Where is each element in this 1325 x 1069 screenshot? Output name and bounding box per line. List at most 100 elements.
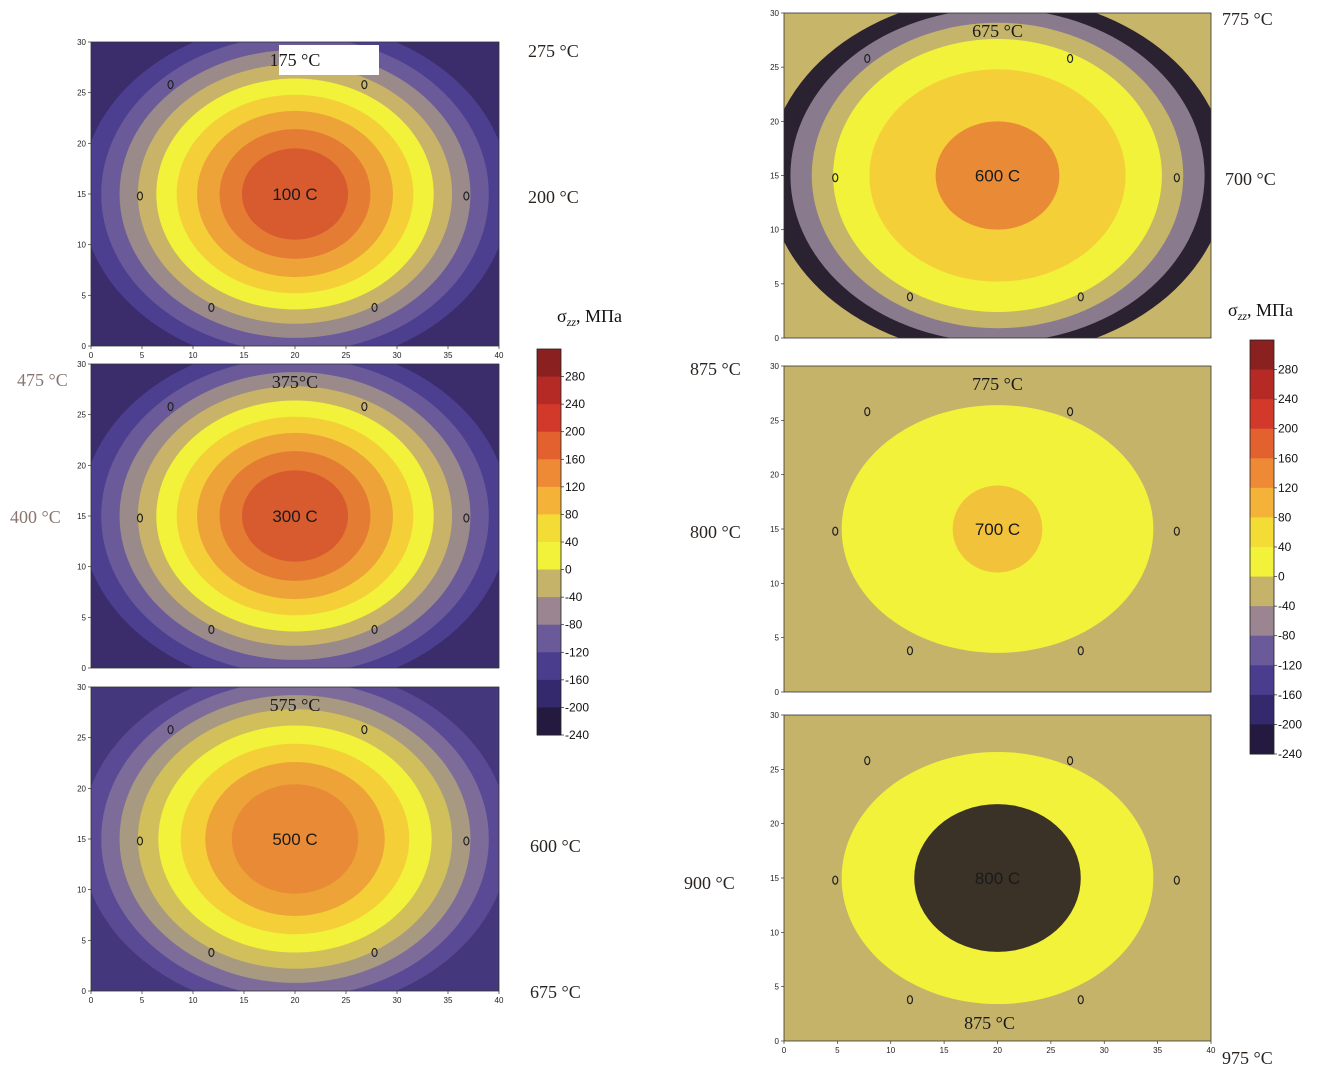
contour-marker — [906, 646, 914, 656]
label-p3-right-mid: 600 °C — [530, 836, 581, 856]
x-tick-label: 25 — [1046, 1046, 1055, 1055]
colorbar-swatch — [537, 431, 561, 460]
contour-marker — [906, 292, 914, 302]
colorbar-right-title: σzz, МПа — [1228, 300, 1293, 323]
top-label-box — [279, 45, 379, 75]
colorbar-swatch — [1250, 340, 1274, 371]
x-tick-label: 25 — [342, 351, 351, 360]
colorbar-level-label: 80 — [1278, 510, 1292, 524]
colorbar-swatch — [537, 349, 561, 378]
colorbar-level-label: -240 — [1278, 747, 1302, 761]
contour-marker — [463, 836, 470, 846]
contour-marker — [361, 724, 368, 735]
colorbar-level-label: 240 — [565, 397, 585, 411]
y-tick-label: 30 — [770, 362, 779, 371]
y-tick-label: 0 — [82, 342, 87, 351]
label-p5-left-mid: 800 °C — [690, 522, 741, 542]
label-p1-right-top: 275 °C — [528, 41, 579, 61]
y-tick-label: 15 — [770, 874, 779, 883]
colorbar-left-title-symbol: σ — [557, 306, 567, 326]
colorbar-swatch — [1250, 665, 1274, 696]
x-tick-label: 30 — [393, 996, 402, 1005]
label-p6-right-bottom: 975 °C — [1222, 1048, 1273, 1068]
label-p6-left-mid: 900 °C — [684, 873, 735, 893]
colorbar-swatch — [537, 459, 561, 488]
colorbar-right-title-sub: zz — [1237, 309, 1248, 323]
colorbar-swatch — [1250, 517, 1274, 548]
contour-band-8 — [231, 784, 359, 894]
contour-marker — [1173, 173, 1180, 183]
colorbar-swatch — [537, 652, 561, 681]
colorbar-right-title-unit: , МПа — [1247, 300, 1293, 320]
colorbar-level-label: -200 — [565, 700, 589, 714]
colorbar-swatch — [537, 542, 561, 571]
y-tick-label: 0 — [82, 664, 87, 673]
y-tick-label: 10 — [770, 928, 779, 937]
colorbar-level-label: -120 — [1278, 658, 1302, 672]
bottom-temperature-label: 875 °C — [964, 1013, 1015, 1033]
top-temperature-label: 175 °C — [270, 50, 321, 70]
contour-panel-3: 0 5 10 15 20 25 30 0 5 10 15 20 25 30 35 40 500 C 575 °C — [77, 683, 504, 1005]
contour-marker — [208, 302, 215, 313]
label-p4-right-top: 775 °C — [1222, 9, 1273, 29]
y-tick-label: 15 — [77, 512, 86, 521]
contour-marker — [1173, 526, 1180, 536]
y-tick-label: 20 — [77, 139, 86, 148]
label-p5-left-top: 875 °C — [690, 359, 741, 379]
colorbar-level-label: 0 — [1278, 570, 1285, 584]
y-tick-label: 10 — [77, 563, 86, 572]
x-tick-label: 40 — [495, 351, 504, 360]
colorbar-level-label: -80 — [1278, 629, 1296, 643]
colorbar-level-label: 280 — [565, 370, 585, 384]
y-tick-label: 5 — [775, 634, 780, 643]
contour-marker — [208, 624, 215, 635]
colorbar-swatch — [537, 679, 561, 708]
contour-band-2 — [914, 804, 1081, 952]
colorbar-left: 280 240 200 160 120 80 40 0 -40 -80 -120 -160 -200 -2… — [536, 348, 589, 742]
colorbar-level-label: 40 — [565, 535, 579, 549]
x-tick-label: 5 — [140, 996, 145, 1005]
contour-marker — [864, 407, 871, 417]
y-tick-label: 20 — [770, 117, 779, 126]
x-tick-label: 35 — [444, 996, 453, 1005]
contour-panel-1: 0 5 10 15 20 25 30 0 5 10 15 20 25 30 35 40 100 C 175 °C — [77, 38, 504, 360]
colorbar-level-label: 200 — [1278, 422, 1298, 436]
colorbar-left-title-sub: zz — [566, 315, 577, 329]
x-tick-label: 0 — [782, 1046, 787, 1055]
colorbar-swatch — [1250, 399, 1274, 430]
top-temperature-label: 675 °C — [972, 21, 1023, 41]
contour-marker — [167, 79, 174, 90]
colorbar-level-label: 40 — [1278, 540, 1292, 554]
x-tick-label: 5 — [140, 351, 145, 360]
y-tick-label: 30 — [770, 711, 779, 720]
y-tick-label: 30 — [77, 38, 86, 47]
colorbar-level-label: -80 — [565, 618, 583, 632]
contour-marker — [1077, 995, 1084, 1005]
contour-marker — [1066, 53, 1074, 64]
colorbar-swatch — [1250, 576, 1274, 607]
colorbar-swatch — [537, 404, 561, 433]
colorbar-left-title: σzz, МПа — [557, 306, 622, 329]
y-tick-label: 25 — [770, 63, 779, 72]
contour-marker — [463, 191, 470, 201]
center-temperature-label: 100 C — [272, 185, 317, 204]
contour-marker — [864, 53, 871, 64]
contour-marker — [136, 191, 144, 201]
x-tick-label: 20 — [291, 351, 300, 360]
y-tick-label: 25 — [77, 734, 86, 743]
contour-marker — [136, 836, 144, 846]
colorbar-swatch — [1250, 694, 1274, 725]
colorbar-swatch — [537, 376, 561, 405]
colorbar-level-label: 200 — [565, 425, 585, 439]
contour-marker — [371, 624, 378, 635]
y-tick-label: 25 — [77, 89, 86, 98]
colorbar-swatch — [537, 707, 561, 736]
colorbar-level-label: -200 — [1278, 717, 1302, 731]
y-tick-label: 0 — [775, 334, 780, 343]
colorbar-level-label: 160 — [1278, 451, 1298, 465]
contour-panel-2: 0 5 10 15 20 25 30 300 C 375°C — [77, 360, 500, 673]
contour-panels: 0 5 10 15 20 25 30 0 5 10 15 20 25 30 35 40 100 C 175 °C 0… — [77, 9, 1216, 1055]
contour-marker — [1077, 292, 1084, 302]
x-tick-label: 10 — [189, 996, 198, 1005]
